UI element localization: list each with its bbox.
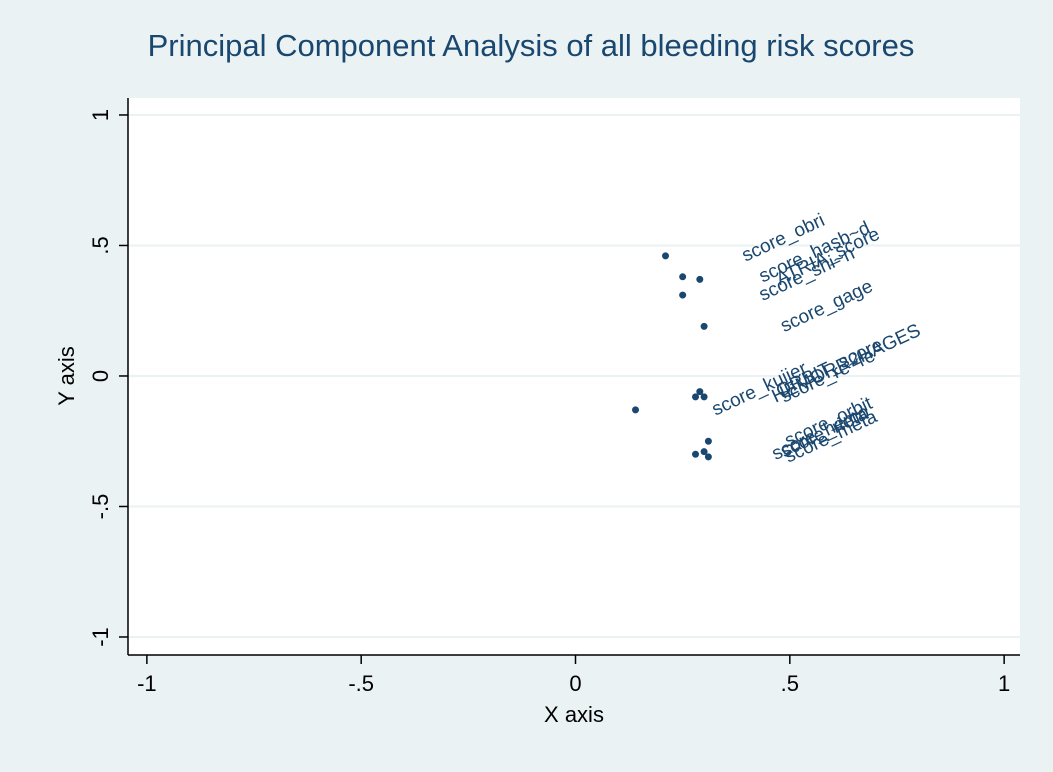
point bbox=[679, 273, 687, 281]
point bbox=[696, 388, 704, 396]
x-tick-label: 0 bbox=[569, 671, 581, 696]
point bbox=[632, 406, 640, 414]
y-tick-label: -.5 bbox=[88, 494, 113, 520]
y-tick-label: 0 bbox=[88, 370, 113, 382]
point bbox=[662, 252, 670, 260]
y-tick-label: -1 bbox=[88, 627, 113, 647]
x-tick-label: .5 bbox=[781, 671, 799, 696]
point bbox=[679, 291, 687, 299]
x-tick-label: -.5 bbox=[348, 671, 374, 696]
y-tick-label: 1 bbox=[88, 109, 113, 121]
point bbox=[700, 448, 708, 456]
y-tick-label: .5 bbox=[88, 236, 113, 254]
point bbox=[704, 453, 712, 461]
chart-title: Principal Component Analysis of all blee… bbox=[148, 28, 915, 63]
point bbox=[696, 275, 704, 283]
point bbox=[692, 450, 700, 458]
point bbox=[700, 393, 708, 401]
point bbox=[700, 322, 708, 330]
x-axis-title: X axis bbox=[544, 702, 604, 727]
point bbox=[704, 437, 712, 445]
x-tick-label: 1 bbox=[998, 671, 1010, 696]
point bbox=[692, 393, 700, 401]
x-tick-label: -1 bbox=[137, 671, 157, 696]
y-axis-title: Y axis bbox=[54, 346, 79, 406]
